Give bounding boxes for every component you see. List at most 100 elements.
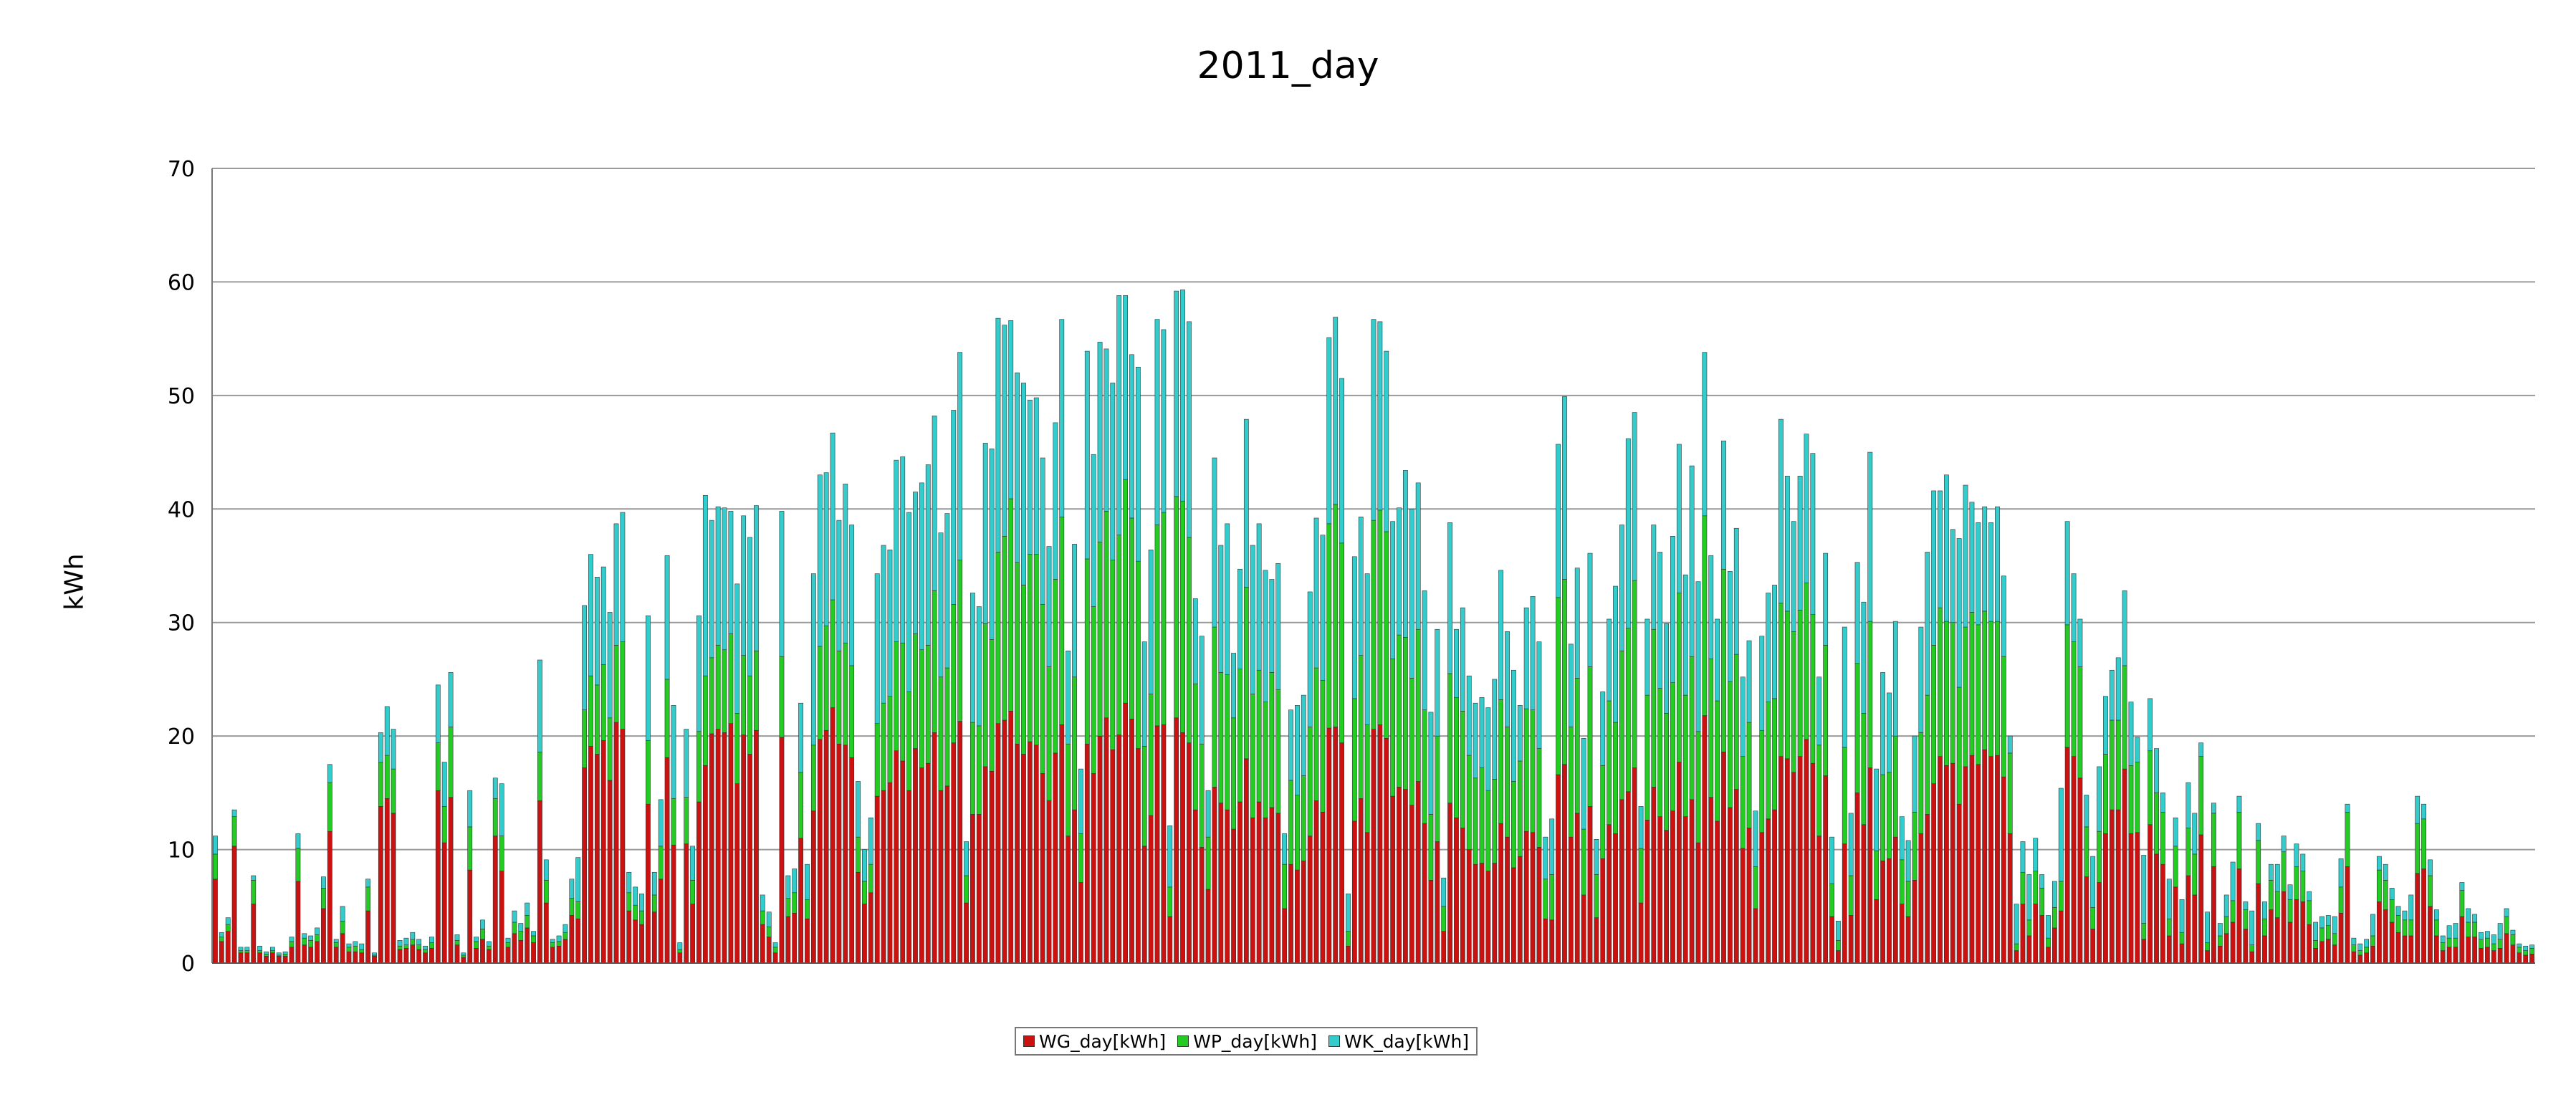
bar-segment [1925,552,1930,696]
bar-segment [1619,525,1624,651]
bar-segment [2395,906,2401,916]
bar-segment [805,918,810,964]
bar-segment [1059,517,1065,725]
bar-segment [2223,916,2229,934]
bar-segment [1702,715,1708,964]
bar-segment [1415,482,1421,630]
bar-segment [2446,925,2452,939]
bar-segment [410,939,416,945]
bar-segment [1727,571,1733,682]
bar-segment [1689,465,1695,657]
bar-segment [1415,628,1421,782]
bar-segment [2479,948,2484,964]
bar-segment [1282,863,1288,909]
bar-segment [1358,798,1364,964]
bar-segment [1021,585,1026,755]
bar-segment [2383,863,2388,881]
bar-segment [562,924,568,933]
bar-segment [1670,810,1675,964]
bar-segment [798,838,804,964]
bar-segment [817,646,823,740]
bar-segment [1899,859,1905,904]
bar-segment [499,783,504,836]
bars [213,290,2534,964]
bar-segment [2497,948,2503,964]
bar-segment [1733,527,1739,655]
axes [211,168,2535,964]
bar-segment [1810,453,1816,615]
bar-segment [1976,764,1981,964]
bar-segment [569,879,575,899]
bar-segment [2198,742,2204,757]
bar-segment [1479,863,1485,964]
bar-segment [282,956,288,964]
bar-segment [2173,846,2178,888]
bar-segment [2307,924,2312,964]
bar-segment [1123,702,1129,964]
bar-segment [1002,325,1007,537]
bar-segment [1938,756,1943,964]
bar-segment [1549,874,1555,921]
bar-segment [1543,918,1548,964]
bar-segment [836,743,842,964]
bar-segment [1295,705,1300,795]
bar-segment [1676,762,1682,964]
bar-segment [569,915,575,964]
bar-segment [429,948,434,964]
bar-segment [1689,799,1695,964]
bar-segment [1619,651,1624,800]
bar-segment [1485,707,1491,791]
bar-segment [2274,863,2280,892]
bar-segment [2148,698,2153,752]
bar-segment [2319,916,2324,929]
bar-segment [2160,811,2165,865]
bar-segment [1682,816,1688,964]
bar-segment [562,932,568,940]
bar-segment [2122,665,2127,770]
bar-segment [512,922,517,934]
bar-segment [1027,554,1033,742]
bar-segment [2173,817,2178,847]
bar-segment [2128,833,2134,964]
bar-segment [1613,722,1618,834]
bar-segment [2389,899,2395,923]
bar-segment [830,432,835,601]
bar-segment [1625,791,1631,964]
bar-segment [2109,719,2115,810]
bar-segment [1218,672,1224,803]
bar-segment [843,745,848,964]
bar-segment [1288,709,1293,781]
bar-segment [429,937,434,943]
bar-segment [2338,886,2344,914]
bar-segment [1422,823,1427,964]
bar-segment [805,899,810,919]
bar-segment [671,844,676,964]
bar-segment [302,937,307,945]
bar-segment [1943,765,1949,964]
bar-segment [1256,801,1262,964]
bar-segment [1574,568,1580,679]
bar-segment [1594,874,1599,918]
bar-segment [1664,713,1669,831]
bar-segment [289,947,295,964]
bar-segment [1116,535,1122,735]
bar-segment [1231,653,1236,719]
bar-segment [492,798,498,836]
bar-segment [1326,523,1332,729]
bar-segment [646,615,651,741]
bar-segment [1053,752,1058,964]
bar-segment [862,904,867,964]
bar-segment [2313,940,2318,949]
bar-segment [836,651,842,745]
bar-segment [1995,506,2000,622]
bar-segment [900,456,906,643]
bar-segment [2428,906,2433,964]
bar-segment [1874,768,1880,851]
bar-segment [2453,923,2458,939]
bar-segment [2135,832,2140,964]
bar-segment [1638,848,1644,904]
bar-segment [282,951,288,954]
bar-segment [403,944,409,949]
bar-segment [1282,833,1288,865]
bar-segment [1778,756,1783,964]
